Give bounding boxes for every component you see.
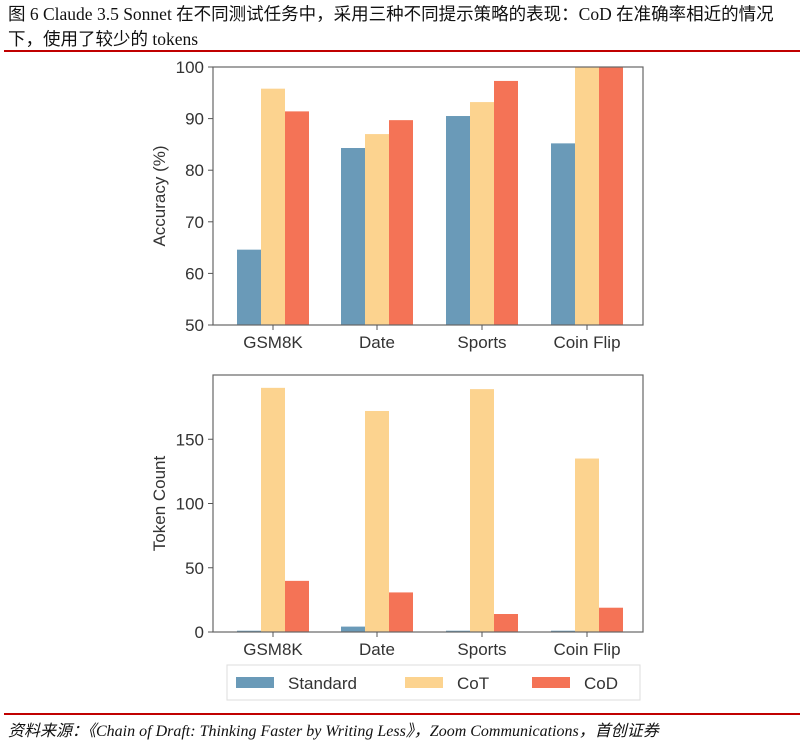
bar-cod-date: [389, 120, 413, 325]
x-tick-label: Coin Flip: [553, 640, 620, 659]
axes-frame: [212, 66, 644, 326]
x-tick-label: GSM8K: [243, 333, 303, 352]
bar-cod-gsm8k: [285, 111, 309, 325]
bar-cot-gsm8k: [261, 88, 285, 325]
y-tick-label: 0: [195, 623, 204, 642]
y-tick-label: 50: [185, 559, 204, 578]
bar-cot-sports: [470, 102, 494, 325]
bar-cod-coin-flip: [599, 607, 623, 632]
y-tick-label: 90: [185, 110, 204, 129]
y-tick-label: 150: [176, 430, 204, 449]
source-rule: [4, 713, 800, 715]
x-tick-label: Date: [359, 333, 395, 352]
bar-standard-coin-flip: [551, 143, 575, 325]
bar-standard-sports: [446, 630, 470, 632]
bar-cod-coin-flip: [599, 67, 623, 325]
bar-cot-coin-flip: [575, 67, 599, 325]
legend-swatch-standard: [236, 677, 274, 688]
y-tick-label: 70: [185, 213, 204, 232]
bar-cod-date: [389, 592, 413, 632]
legend-label-cot: CoT: [457, 674, 489, 693]
legend-swatch-cod: [532, 677, 570, 688]
bar-cot-date: [365, 410, 389, 632]
bar-standard-date: [341, 148, 365, 325]
source-note: 资料来源：《Chain of Draft: Thinking Faster by…: [8, 723, 659, 740]
bar-standard-date: [341, 626, 365, 632]
bar-cot-coin-flip: [575, 458, 599, 632]
bar-cot-gsm8k: [261, 387, 285, 632]
bar-standard-sports: [446, 116, 470, 326]
legend-swatch-cot: [405, 677, 443, 688]
y-tick-label: 80: [185, 161, 204, 180]
y-tick-label: 60: [185, 264, 204, 283]
bar-cot-sports: [470, 389, 494, 632]
x-tick-label: Coin Flip: [553, 333, 620, 352]
caption-rule: [4, 50, 800, 52]
x-tick-label: Sports: [457, 333, 506, 352]
y-axis-label: Token Count: [150, 455, 169, 551]
y-axis-label: Accuracy (%): [150, 145, 169, 246]
x-tick-label: Sports: [457, 640, 506, 659]
bar-standard-gsm8k: [237, 630, 261, 632]
bar-cod-sports: [494, 80, 518, 325]
y-tick-label: 100: [176, 58, 204, 77]
y-tick-label: 50: [185, 316, 204, 335]
legend-label-standard: Standard: [288, 674, 357, 693]
x-tick-label: Date: [359, 640, 395, 659]
bar-cod-gsm8k: [285, 580, 309, 632]
bar-cot-date: [365, 134, 389, 325]
bar-standard-coin-flip: [551, 630, 575, 632]
bar-cod-sports: [494, 614, 518, 632]
bar-standard-gsm8k: [237, 249, 261, 325]
legend-label-cod: CoD: [584, 674, 618, 693]
x-tick-label: GSM8K: [243, 640, 303, 659]
figure-caption: 图 6 Claude 3.5 Sonnet 在不同测试任务中，采用三种不同提示策…: [8, 4, 774, 49]
y-tick-label: 100: [176, 495, 204, 514]
